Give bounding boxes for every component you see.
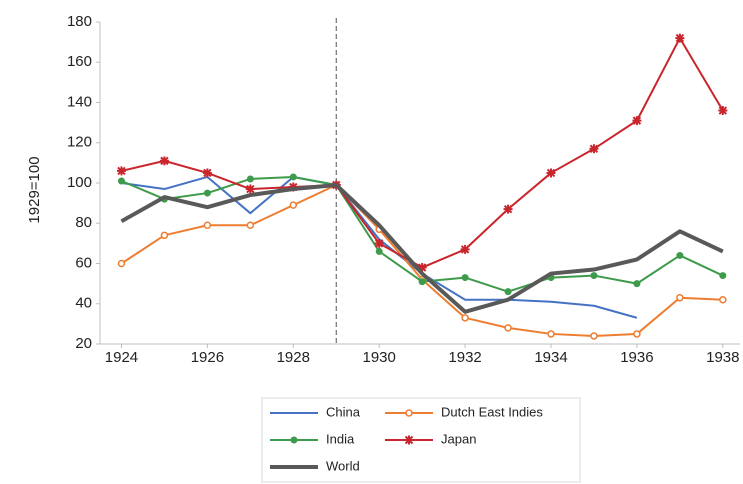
y-tick-label: 40 bbox=[75, 295, 92, 312]
y-tick-label: 80 bbox=[75, 214, 92, 231]
point bbox=[159, 156, 169, 166]
point bbox=[461, 314, 469, 322]
y-tick-label: 140 bbox=[67, 93, 92, 110]
point bbox=[289, 201, 298, 209]
point bbox=[503, 204, 513, 214]
x-tick-label: 1930 bbox=[363, 349, 396, 366]
legend-box bbox=[261, 397, 581, 483]
point bbox=[633, 330, 641, 338]
point bbox=[632, 116, 642, 126]
x-tick-label: 1928 bbox=[277, 349, 310, 366]
y-tick-label: 160 bbox=[67, 53, 92, 70]
y-tick-label: 100 bbox=[67, 174, 92, 191]
point bbox=[160, 231, 169, 240]
point bbox=[590, 272, 598, 280]
y-tick-label: 60 bbox=[75, 254, 92, 271]
point bbox=[246, 221, 255, 230]
x-tick-label: 1936 bbox=[620, 349, 653, 366]
point bbox=[374, 238, 384, 248]
point bbox=[117, 259, 126, 268]
legend-label: Japan bbox=[441, 431, 476, 446]
point bbox=[417, 263, 427, 273]
point bbox=[547, 330, 555, 338]
series-line bbox=[120, 183, 724, 314]
series-line bbox=[121, 37, 724, 269]
point bbox=[290, 436, 298, 444]
point bbox=[718, 106, 728, 116]
point bbox=[202, 168, 212, 178]
legend: China Dutch East Indies India Japan World bbox=[270, 404, 543, 473]
point bbox=[116, 166, 126, 176]
point bbox=[418, 278, 426, 286]
point bbox=[719, 295, 727, 304]
point bbox=[504, 288, 512, 296]
point bbox=[676, 251, 684, 259]
legend-label: Dutch East Indies bbox=[441, 404, 543, 419]
point bbox=[460, 244, 470, 254]
point bbox=[203, 189, 211, 197]
x-tick-label: 1938 bbox=[706, 349, 739, 366]
x-tick-label: 1934 bbox=[534, 349, 567, 366]
legend-label: China bbox=[326, 404, 361, 419]
point bbox=[246, 175, 254, 183]
point bbox=[504, 324, 512, 332]
point bbox=[719, 272, 727, 280]
point bbox=[590, 332, 598, 340]
y-tick-label: 180 bbox=[67, 13, 92, 30]
point bbox=[633, 280, 641, 288]
point bbox=[203, 221, 212, 230]
x-tick-label: 1932 bbox=[448, 349, 481, 366]
legend-label: India bbox=[326, 431, 355, 446]
point bbox=[404, 435, 414, 445]
point bbox=[461, 274, 469, 282]
point bbox=[589, 144, 599, 154]
point bbox=[117, 177, 125, 185]
point bbox=[546, 168, 556, 178]
point bbox=[288, 182, 298, 192]
y-axis-label: 1929=100 bbox=[26, 156, 43, 223]
x-tick-label: 1926 bbox=[191, 349, 224, 366]
point bbox=[405, 409, 413, 417]
point bbox=[289, 173, 297, 181]
x-tick-label: 1924 bbox=[105, 349, 138, 366]
point bbox=[245, 184, 255, 194]
point bbox=[675, 33, 685, 43]
y-tick-label: 20 bbox=[75, 335, 92, 352]
point bbox=[375, 247, 383, 255]
legend-label: World bbox=[326, 458, 360, 473]
point bbox=[676, 293, 684, 302]
y-tick-label: 120 bbox=[67, 134, 92, 151]
